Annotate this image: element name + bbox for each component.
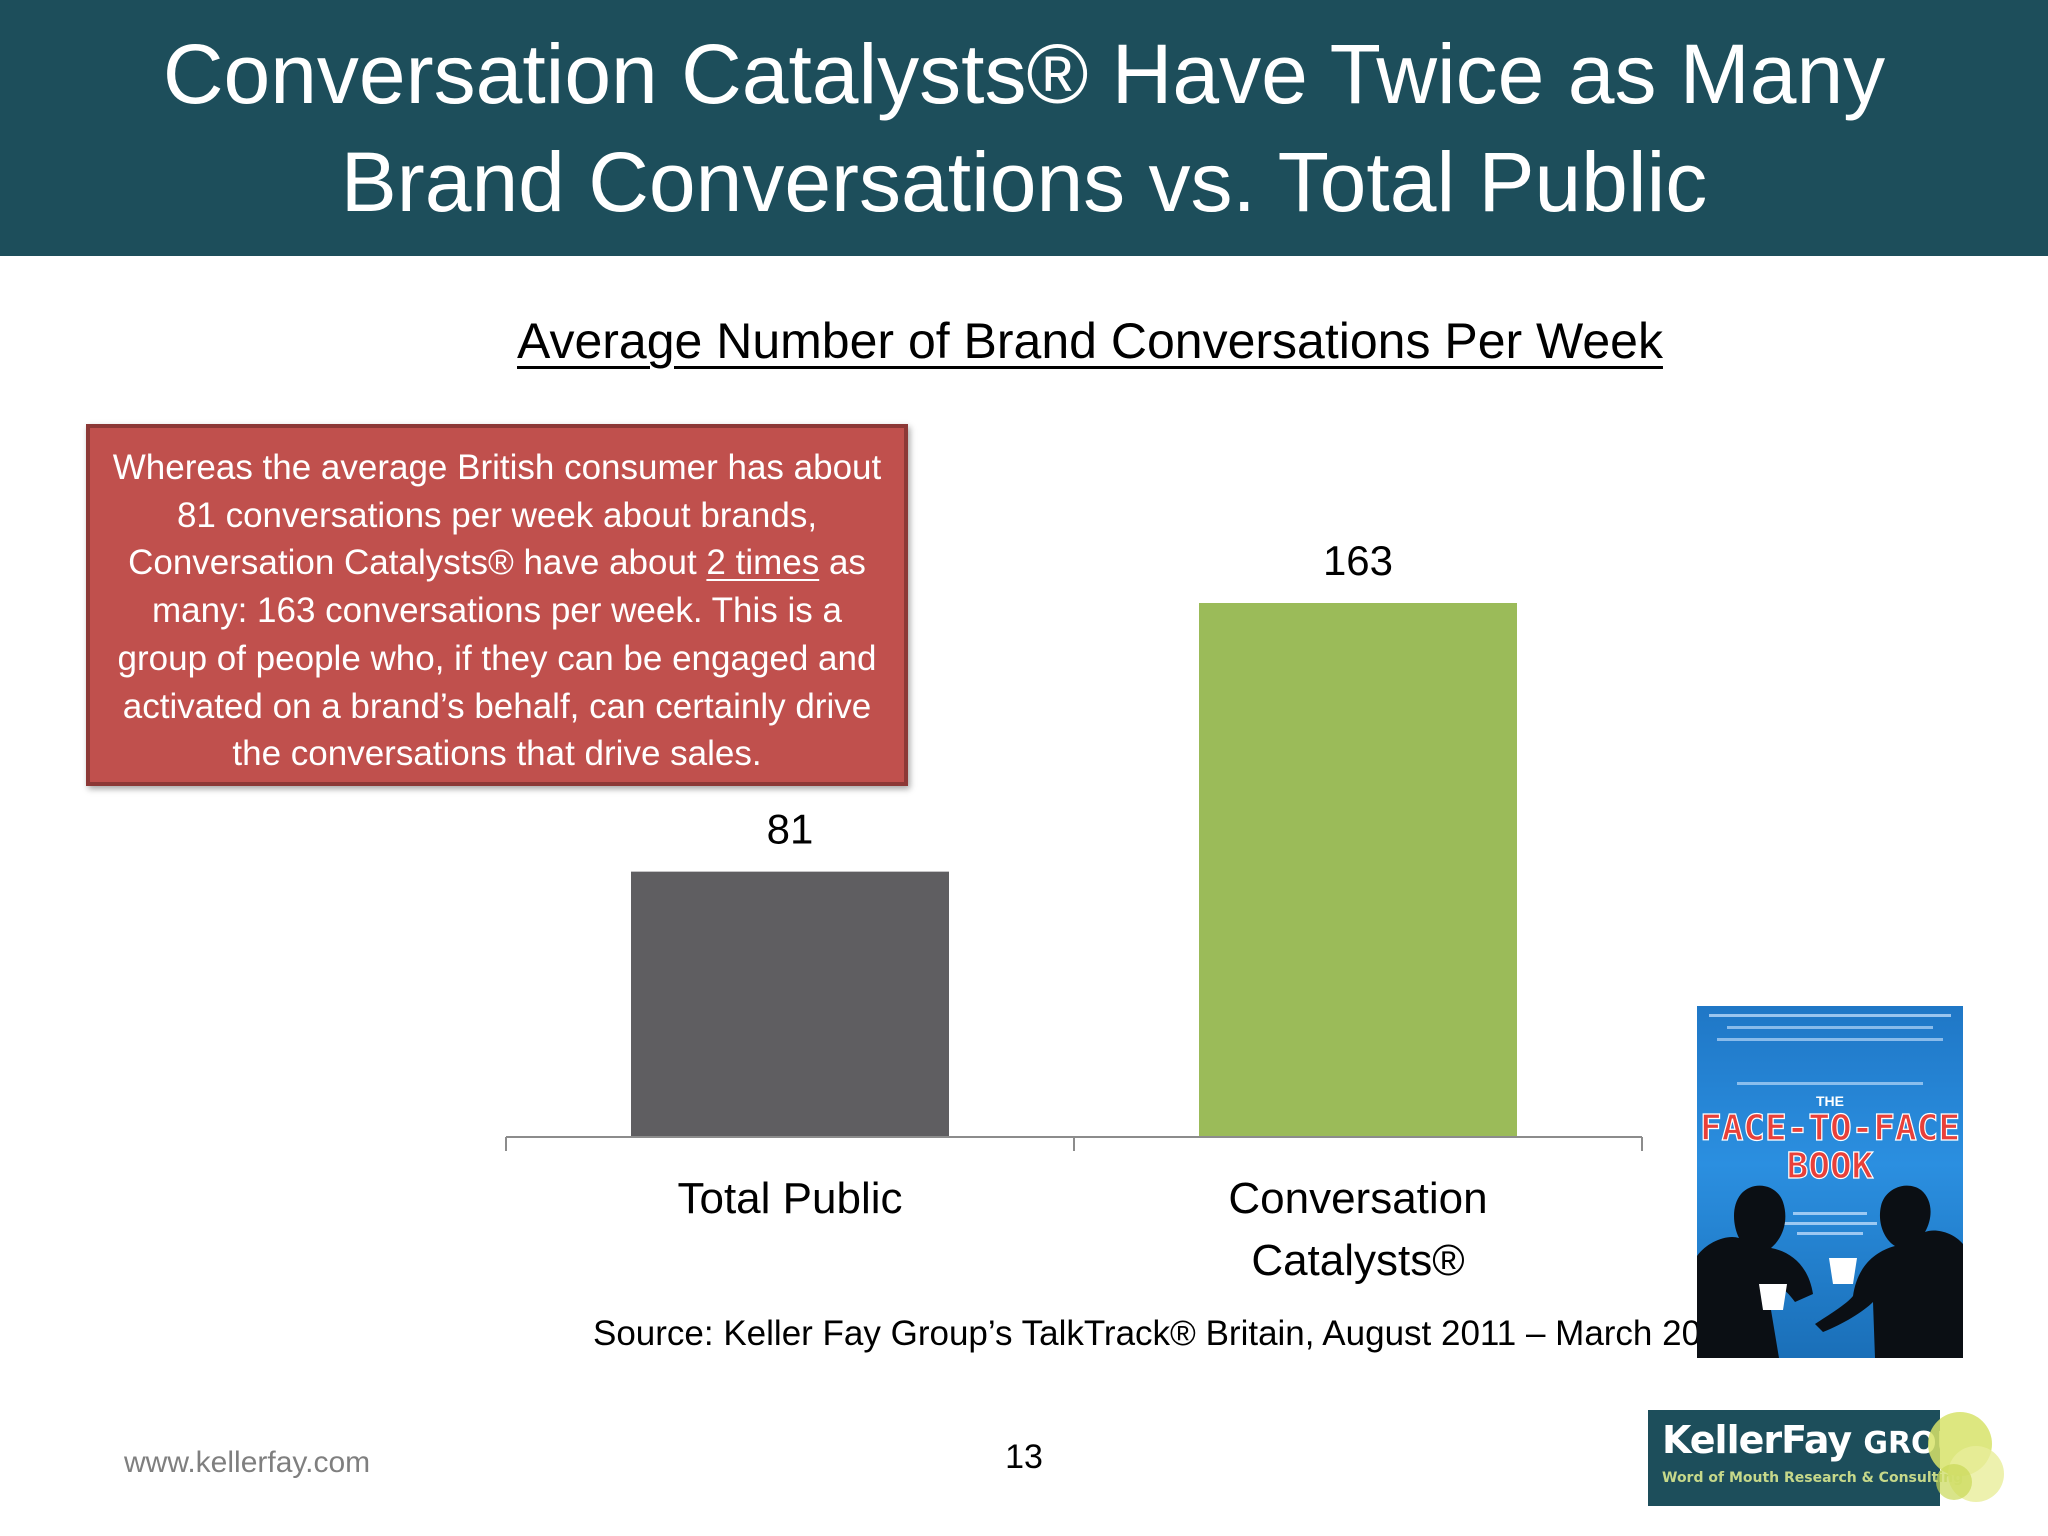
slide-title: Conversation Catalysts® Have Twice as Ma… (124, 20, 1924, 236)
book-title-line-1: FACE-TO-FACE (1700, 1108, 1960, 1149)
logo-wordmark: KellerFay GROUP (1662, 1418, 1983, 1466)
slide-header: Conversation Catalysts® Have Twice as Ma… (0, 0, 2048, 256)
chart-title: Average Number of Brand Conversations Pe… (517, 313, 1663, 369)
left-silhouette (1697, 1185, 1813, 1358)
callout-text-underlined: 2 times (706, 543, 820, 583)
category-label-1-1: Catalysts® (1251, 1236, 1464, 1285)
bar-0 (631, 871, 949, 1137)
category-label-0-0: Total Public (677, 1174, 902, 1223)
category-label-1-0: Conversation (1228, 1174, 1487, 1223)
keller-fay-logo: KellerFay GROUP Word of Mouth Research &… (1648, 1404, 2028, 1512)
footer-url: www.kellerfay.com (124, 1446, 371, 1479)
cup-left-icon (1759, 1284, 1787, 1310)
source-note: Source: Keller Fay Group’s TalkTrack® Br… (592, 1314, 1740, 1353)
book-title-line-2: BOOK (1787, 1146, 1874, 1187)
logo-tagline: Word of Mouth Research & Consulting (1662, 1470, 1964, 1486)
book-cover-illustration: THE FACE-TO-FACE BOOK (1697, 1014, 1963, 1358)
logo-circles-icon (1928, 1412, 2004, 1502)
bar-1 (1199, 603, 1517, 1137)
logo-box: KellerFay GROUP Word of Mouth Research &… (1648, 1410, 1983, 1506)
data-label-1: 163 (1323, 537, 1393, 584)
page-number: 13 (1005, 1438, 1043, 1476)
right-silhouette (1815, 1185, 1963, 1358)
callout-text-before: Whereas the average British consumer has… (112, 448, 882, 583)
book-title-the: THE (1816, 1093, 1844, 1109)
callout-text-after: as many: 163 conversations per week. Thi… (117, 543, 877, 774)
callout-box: Whereas the average British consumer has… (86, 424, 908, 786)
book-cover-image: THE FACE-TO-FACE BOOK (1697, 1006, 1963, 1358)
cup-right-icon (1829, 1258, 1857, 1284)
data-label-0: 81 (767, 806, 814, 853)
slide-title-line-2: Brand Conversations vs. Total Public (340, 135, 1708, 229)
logo-name: KellerFay (1662, 1418, 1852, 1462)
slide-title-line-1: Conversation Catalysts® Have Twice as Ma… (162, 27, 1886, 121)
